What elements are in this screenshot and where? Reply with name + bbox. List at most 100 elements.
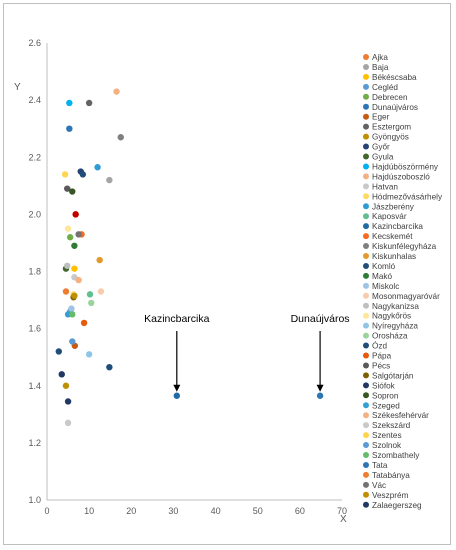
data-point xyxy=(86,291,94,298)
legend-marker xyxy=(363,372,369,379)
legend-marker xyxy=(363,282,369,289)
legend-label: Szombathely xyxy=(372,451,420,460)
axes: 0 10 20 30 40 50 60 70 1.0 1.2 1.4 1.6 1.8 2.0 2.2 2.4 2… xyxy=(28,38,347,516)
y-tick-label: 2.4 xyxy=(28,95,41,105)
data-point xyxy=(113,88,120,95)
legend-label: Békéscsaba xyxy=(372,73,417,82)
legend-label: Gyöngyös xyxy=(372,133,409,142)
legend-label: Mosonmagyaróvár xyxy=(372,292,440,301)
x-tick-label: 60 xyxy=(295,506,305,516)
y-tick-label: 1.8 xyxy=(28,267,41,277)
data-point xyxy=(71,292,78,299)
legend-marker xyxy=(363,422,369,429)
y-axis-title: Y xyxy=(14,82,21,93)
legend-marker xyxy=(363,262,369,269)
legend-marker xyxy=(363,272,369,279)
x-axis-title: X xyxy=(340,514,347,525)
data-point xyxy=(85,351,93,358)
legend-label: Esztergom xyxy=(372,123,411,132)
legend-marker xyxy=(363,203,369,210)
x-tick-label: 50 xyxy=(253,506,263,516)
data-point xyxy=(66,125,73,132)
legend-label: Nagykőrös xyxy=(372,312,411,321)
y-tick-label: 1.4 xyxy=(28,381,41,391)
data-point xyxy=(66,99,73,107)
legend-marker xyxy=(363,491,369,498)
legend-marker xyxy=(363,123,369,130)
legend-label: Tata xyxy=(372,461,388,470)
data-point xyxy=(316,392,324,399)
legend-marker xyxy=(363,342,369,349)
data-point xyxy=(79,171,87,178)
data-point xyxy=(64,262,71,269)
legend-marker xyxy=(363,173,369,180)
legend-label: Eger xyxy=(372,113,390,122)
legend-label: Jászberény xyxy=(372,202,415,211)
legend-label: Debrecen xyxy=(372,93,408,102)
data-point xyxy=(69,338,76,345)
legend-label: Cegléd xyxy=(372,83,398,92)
x-tick-label: 10 xyxy=(84,506,94,516)
legend-marker xyxy=(363,322,369,329)
y-tick-label: 1.0 xyxy=(28,495,41,505)
legend-marker xyxy=(363,73,369,80)
legend-label: Miskolc xyxy=(372,282,399,291)
legend-marker xyxy=(363,501,369,508)
legend-label: Hajdúböszörmény xyxy=(372,162,439,171)
data-point xyxy=(55,348,62,355)
legend-label: Szekszárd xyxy=(372,421,411,430)
legend-label: Ajka xyxy=(372,53,388,62)
data-point xyxy=(69,188,76,195)
legend-marker xyxy=(363,481,369,488)
legend-marker xyxy=(363,223,369,230)
y-tick-label: 2.6 xyxy=(28,38,41,48)
legend-label: Hajdúszoboszló xyxy=(372,172,430,181)
data-point xyxy=(69,311,76,318)
legend-marker xyxy=(363,213,369,220)
legend-marker xyxy=(363,382,369,389)
data-point xyxy=(96,256,103,264)
data-point xyxy=(85,99,93,107)
x-tick-label: 40 xyxy=(211,506,221,516)
legend-marker xyxy=(363,233,369,240)
legend-label: Pécs xyxy=(372,361,390,370)
annotation-label: Dunaújváros xyxy=(291,313,350,325)
legend-label: Győr xyxy=(372,143,390,152)
data-points xyxy=(55,88,324,427)
annotation-arrowhead xyxy=(316,384,324,392)
legend-label: Zalaegerszeg xyxy=(372,501,422,510)
legend-marker xyxy=(363,461,369,468)
x-tick-label: 30 xyxy=(168,506,178,516)
x-tick-label: 20 xyxy=(126,506,136,516)
y-tick-label: 1.6 xyxy=(28,324,41,334)
legend-label: Baja xyxy=(372,63,389,72)
legend-marker xyxy=(363,292,369,299)
legend-marker xyxy=(363,103,369,110)
data-point xyxy=(106,176,113,184)
data-point xyxy=(62,382,70,389)
data-point xyxy=(94,164,101,171)
legend-marker xyxy=(363,312,369,319)
data-point xyxy=(97,288,105,295)
legend-label: Szolnok xyxy=(372,441,402,450)
chart-frame xyxy=(3,3,451,545)
legend-label: Salgótarján xyxy=(372,371,414,380)
legend-label: Kiskunfélegyháza xyxy=(372,242,437,251)
data-point xyxy=(106,363,113,371)
legend-label: Hódmezővásárhely xyxy=(372,192,443,201)
legend-marker xyxy=(363,253,369,259)
legend-marker xyxy=(363,54,369,60)
legend-label: Komló xyxy=(372,262,396,271)
legend-label: Makó xyxy=(372,272,392,281)
data-point xyxy=(58,371,65,378)
annotation-arrowhead xyxy=(173,384,181,392)
data-point xyxy=(64,419,72,427)
legend-marker xyxy=(363,332,369,339)
legend-label: Kaposvár xyxy=(372,212,407,221)
legend-marker xyxy=(363,442,369,449)
data-point xyxy=(66,234,74,241)
legend-label: Ózd xyxy=(372,341,387,351)
y-tick-label: 2.2 xyxy=(28,152,41,162)
legend-marker xyxy=(363,193,369,200)
